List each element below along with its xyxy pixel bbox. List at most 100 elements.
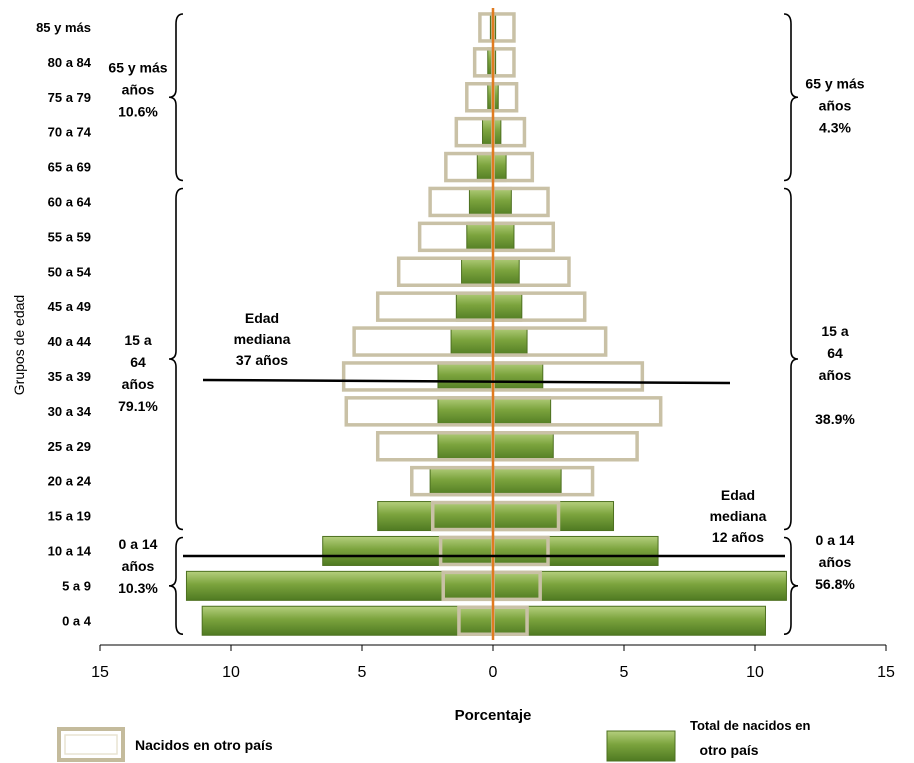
legend-filled-label-line2: otro país [699, 742, 758, 758]
right-group-label: años [819, 367, 852, 383]
legend-outline-swatch [57, 727, 125, 762]
age-group-brackets: 65 y más años 10.6% 15 a 64 años 79.1% 0 a 14 añ… [108, 13, 865, 635]
y-tick-label: 70 a 74 [48, 125, 92, 140]
y-tick-label: 60 a 64 [48, 194, 92, 209]
total-bar-left [461, 256, 494, 287]
left-group-label: 79.1% [118, 398, 158, 414]
y-tick-label: 35 a 39 [48, 369, 91, 384]
total-bar-left [437, 396, 494, 427]
total-bar-left [450, 326, 494, 357]
left-group-label: 15 a [124, 332, 151, 348]
right-group-label: años [819, 554, 852, 570]
legend: Nacidos en otro país Total de nacidos en… [57, 718, 810, 762]
left-group-label: años [122, 558, 155, 574]
right-group-label: años [819, 97, 852, 113]
total-bar-right [492, 186, 512, 217]
total-bar-left [437, 361, 494, 392]
x-axis: 15 10 5 0 5 10 15 [91, 644, 895, 681]
left-group-label: años [122, 81, 155, 97]
total-bar-left [466, 221, 494, 252]
legend-outline-label: Nacidos en otro país [135, 737, 273, 753]
median-lines: Edad mediana 37 años Edad mediana 12 años [183, 310, 785, 558]
right-group-bracket [783, 13, 799, 182]
median-label: Edad [245, 310, 279, 326]
left-group-label: 64 [130, 354, 146, 370]
y-tick-labels: 0 a 4 5 a 9 10 a 14 15 a 19 20 a 24 25 a 29 30… [36, 20, 92, 628]
median-label: Edad [721, 487, 755, 503]
total-bar-right [492, 361, 544, 392]
y-tick-label: 10 a 14 [48, 543, 92, 558]
x-tick-label: 15 [877, 664, 895, 681]
right-group-label: 56.8% [815, 576, 855, 592]
x-tick-label: 10 [222, 664, 240, 681]
y-tick-label: 25 a 29 [48, 439, 91, 454]
y-tick-label: 75 a 79 [48, 90, 91, 105]
left-group-bracket [168, 13, 184, 182]
right-group-label: 38.9% [815, 411, 855, 427]
total-bar-left [377, 501, 494, 532]
x-tick-label: 5 [358, 664, 367, 681]
total-bar-right [492, 535, 659, 566]
legend-filled-label-line1: Total de nacidos en [690, 718, 810, 733]
total-bar-right [492, 221, 515, 252]
x-axis-label: Porcentaje [455, 707, 532, 724]
total-bar-left [429, 466, 494, 497]
left-group-label: años [122, 376, 155, 392]
right-group-label: 65 y más [805, 75, 864, 91]
y-tick-label: 65 a 69 [48, 160, 91, 175]
total-bar-left [185, 570, 494, 601]
y-tick-label: 55 a 59 [48, 229, 91, 244]
total-bar-left [455, 291, 494, 322]
total-bar-right [492, 570, 787, 601]
total-bar-left [437, 431, 494, 462]
y-axis-label: Grupos de edad [11, 295, 27, 395]
total-bar-right [492, 256, 520, 287]
y-tick-label: 15 a 19 [48, 509, 91, 524]
right-group-label: 15 a [821, 323, 848, 339]
left-group-label: 0 a 14 [119, 536, 158, 552]
right-group-label: 4.3% [819, 119, 851, 135]
left-group-label: 65 y más [108, 59, 167, 75]
right-group-label: 0 a 14 [816, 532, 855, 548]
median-label: 12 años [712, 529, 764, 545]
y-tick-label: 0 a 4 [62, 613, 92, 628]
total-bar-left [468, 186, 494, 217]
y-tick-label: 30 a 34 [48, 404, 92, 419]
left-group-bracket [168, 536, 184, 635]
y-tick-label: 85 y más [36, 20, 91, 35]
median-label: mediana [234, 331, 291, 347]
x-tick-label: 5 [620, 664, 629, 681]
median-label: mediana [710, 508, 767, 524]
total-bar-right [492, 291, 523, 322]
total-bar-left [476, 152, 494, 183]
left-group-label: 10.6% [118, 103, 158, 119]
born-abroad-bar-right [491, 47, 516, 78]
total-bar-right [492, 466, 562, 497]
total-bar-right [492, 326, 528, 357]
total-bar-right [492, 396, 552, 427]
x-tick-label: 10 [746, 664, 764, 681]
right-group-label: 64 [827, 345, 843, 361]
right-group-bracket [783, 187, 799, 531]
y-tick-label: 5 a 9 [62, 578, 91, 593]
y-tick-label: 20 a 24 [48, 474, 92, 489]
total-bar-right [492, 431, 554, 462]
total-bar-left [201, 605, 494, 636]
total-bar-right [492, 152, 507, 183]
right-group-bracket [783, 536, 799, 635]
x-tick-label: 15 [91, 664, 109, 681]
median-line [202, 378, 731, 385]
total-bar-right [492, 605, 766, 636]
y-tick-label: 40 a 44 [48, 334, 92, 349]
born-abroad-bar-right [491, 12, 516, 43]
total-bar-right [492, 501, 615, 532]
y-tick-label: 50 a 54 [48, 264, 92, 279]
y-tick-label: 45 a 49 [48, 299, 91, 314]
x-tick-label: 0 [489, 664, 498, 681]
left-group-label: 10.3% [118, 580, 158, 596]
median-label: 37 años [236, 352, 288, 368]
y-tick-label: 80 a 84 [48, 55, 92, 70]
legend-filled-swatch [606, 730, 676, 762]
total-bar-left [322, 535, 494, 566]
